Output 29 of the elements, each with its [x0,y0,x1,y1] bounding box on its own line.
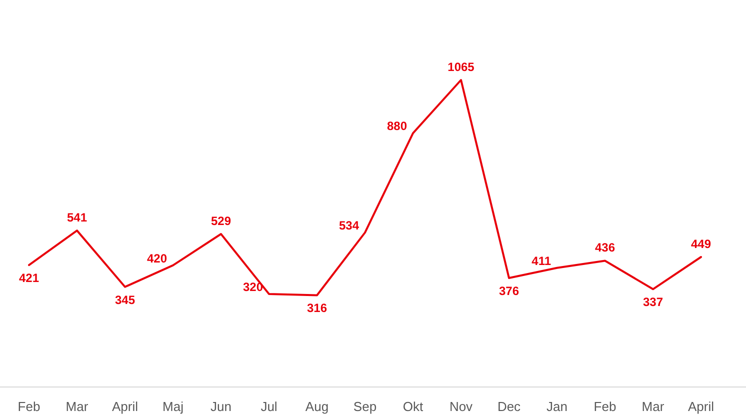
x-tick-label: Feb [594,399,616,414]
data-label: 880 [386,119,408,134]
x-tick-label: Dec [497,399,522,414]
x-tick-label: Okt [402,399,424,414]
data-label: 1065 [448,60,475,74]
x-tick-label: April [688,399,714,414]
data-label: 316 [306,301,328,316]
data-label: 421 [18,271,40,286]
x-tick-label: Maj [162,399,184,414]
x-tick-label: Nov [449,399,474,414]
x-tick-label: Jul [260,399,278,414]
data-label: 345 [114,292,136,307]
x-tick-label: Jan [546,399,568,414]
data-label: 534 [338,218,360,233]
data-label: 436 [594,240,616,255]
data-label: 411 [532,254,552,268]
data-label: 420 [146,251,168,266]
data-label: 541 [66,210,88,225]
x-tick-label: Sep [353,399,377,414]
data-label: 449 [690,236,712,251]
data-label: 529 [210,214,232,228]
x-tick-label: Mar [642,399,665,414]
x-tick-label: April [112,399,138,414]
x-tick-label: Feb [18,399,40,414]
x-tick-label: Mar [66,399,89,414]
data-label: 376 [498,284,520,298]
x-tick-label: Aug [305,399,329,414]
x-tick-label: Jun [210,399,232,414]
data-label: 337 [642,295,664,310]
